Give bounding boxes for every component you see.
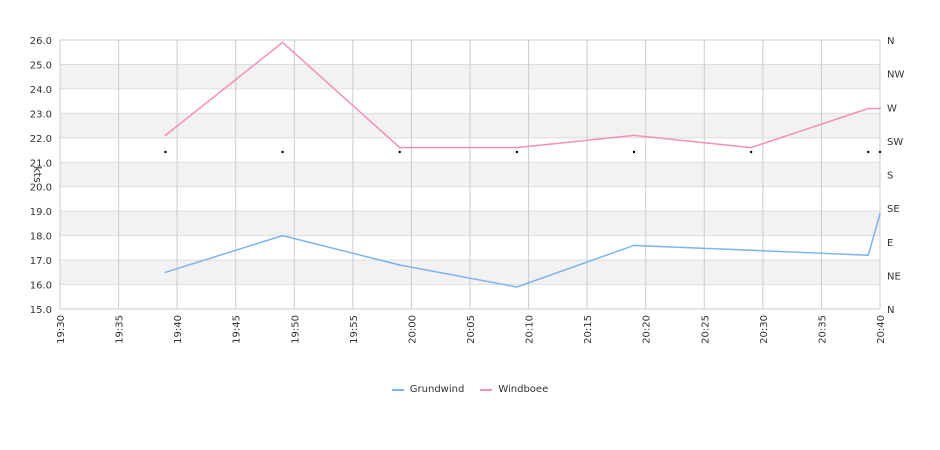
x-tick-label: 19:55 (349, 315, 360, 344)
wind-direction-marker (878, 150, 882, 154)
direction-tick-label: E (887, 238, 893, 249)
data-point-grundwind (398, 264, 401, 266)
data-point-grundwind (633, 244, 635, 247)
legend-swatch-grundwind (391, 388, 404, 391)
x-tick-label: 20:20 (642, 315, 653, 344)
direction-tick-label: N (887, 305, 894, 316)
legend-item-windboee[interactable]: Windboee (480, 384, 548, 395)
direction-tick-label: SE (887, 204, 900, 215)
y-tick-label: 20.0 (30, 183, 52, 194)
y-tick-label: 15.0 (30, 305, 52, 316)
x-tick-label: 20:10 (525, 315, 536, 344)
legend-swatch-windboee (480, 388, 493, 391)
data-point-grundwind (164, 271, 167, 274)
x-tick-label: 19:40 (173, 315, 184, 344)
x-tick-label: 19:45 (232, 315, 243, 344)
data-point-windboee (398, 146, 401, 149)
direction-tick-label: N (887, 36, 894, 47)
direction-tick-label: S (887, 171, 893, 182)
x-tick-label: 20:00 (407, 315, 418, 344)
data-point-windboee (867, 107, 870, 110)
plot-border (59, 39, 881, 310)
data-point-windboee (750, 146, 752, 149)
wind-direction-marker (632, 150, 636, 154)
y-tick-label: 22.0 (30, 134, 52, 145)
legend-label-grundwind: Grundwind (409, 384, 465, 395)
data-point-windboee (516, 146, 518, 149)
x-tick-label: 20:15 (583, 315, 594, 344)
wind-direction-marker (515, 150, 519, 154)
y-tick-label: 25.0 (30, 60, 52, 71)
data-point-grundwind (750, 249, 752, 252)
wind-direction-marker (867, 150, 870, 154)
data-point-windboee (164, 134, 167, 137)
series-line-windboee (164, 41, 880, 149)
legend: Grundwind Windboee (0, 384, 940, 395)
x-tick-label: 20:25 (700, 315, 711, 344)
direction-tick-label: NE (887, 271, 901, 282)
y-tick-label: 24.0 (30, 85, 52, 96)
series-line-grundwind (165, 213, 881, 288)
wind-direction-marker (749, 150, 753, 154)
data-point-windboee (281, 41, 284, 44)
x-tick-label: 20:35 (817, 315, 828, 344)
data-point-grundwind (281, 234, 284, 237)
x-tick-label: 19:30 (56, 315, 67, 344)
legend-label-windboee: Windboee (498, 384, 549, 395)
y-tick-label: 19.0 (30, 207, 52, 218)
data-point-windboee (633, 134, 635, 137)
x-tick-label: 19:35 (115, 315, 126, 344)
legend-item-grundwind[interactable]: Grundwind (391, 384, 465, 395)
y-tick-label: 26.0 (30, 36, 52, 47)
direction-tick-label: SW (887, 137, 903, 148)
wind-direction-marker (398, 150, 401, 154)
direction-tick-label: W (887, 103, 897, 114)
y-axis-title: kts (31, 166, 44, 183)
y-tick-label: 23.0 (30, 109, 52, 120)
data-point-windboee (879, 107, 881, 110)
y-tick-label: 21.0 (30, 158, 52, 169)
x-tick-label: 19:50 (290, 315, 301, 344)
y-tick-label: 18.0 (30, 232, 52, 243)
y-tick-label: 17.0 (30, 256, 52, 267)
data-point-grundwind (516, 286, 518, 288)
direction-tick-label: NW (887, 70, 904, 81)
x-tick-label: 20:40 (876, 315, 887, 344)
x-tick-label: 20:05 (466, 315, 477, 344)
y-tick-label: 16.0 (30, 281, 52, 292)
wind-direction-marker (164, 150, 167, 154)
x-tick-label: 20:30 (759, 315, 770, 344)
data-point-grundwind (867, 254, 870, 256)
data-point-grundwind (879, 212, 881, 215)
wind-direction-marker (281, 150, 284, 154)
